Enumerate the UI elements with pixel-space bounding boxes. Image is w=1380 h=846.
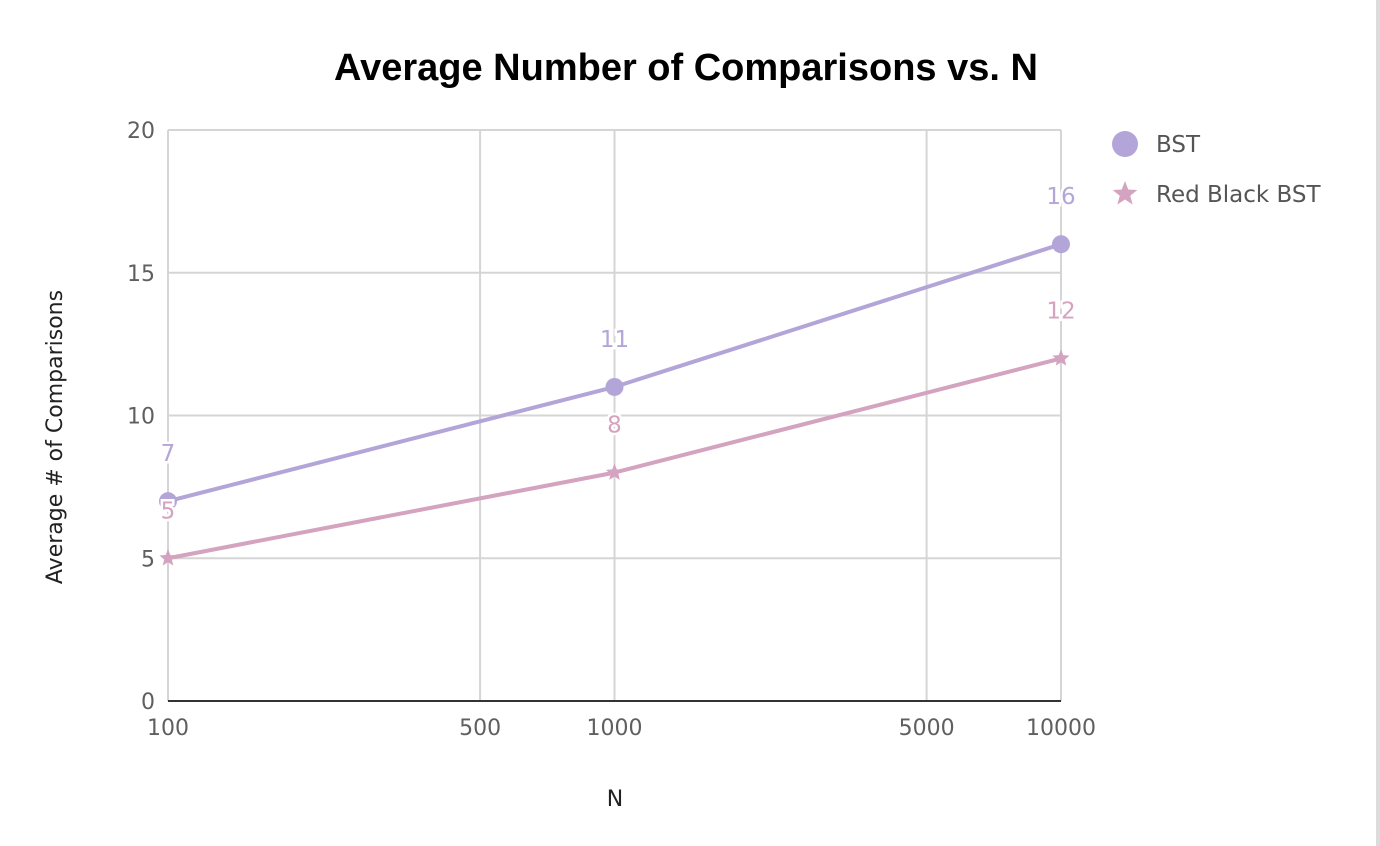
y-tick-label: 15 [127, 262, 155, 287]
bst-point [605, 377, 624, 396]
legend: BST Red Black BST [1112, 131, 1322, 208]
legend-label: Red Black BST [1156, 182, 1322, 208]
legend-circle-icon [1112, 131, 1138, 157]
data-label-layer: 7 11 16 5 8 12 [158, 182, 1078, 527]
legend-label: BST [1156, 132, 1201, 158]
data-label: 11 [600, 327, 629, 353]
bst-point [1052, 235, 1070, 254]
y-axis-title: Average # of Comparisons [43, 290, 68, 584]
bst-point [159, 492, 177, 511]
x-tick-label: 1000 [587, 716, 643, 741]
series-layer [159, 235, 1070, 566]
y-tick-label: 20 [127, 119, 155, 144]
legend-star-icon [1112, 181, 1138, 205]
x-tick-label: 10000 [1026, 716, 1096, 741]
red-black-bst-point [605, 463, 624, 480]
axis-layer: 0 5 10 15 20 100 500 1000 5000 10000 [127, 119, 1096, 741]
data-label: 7 [161, 441, 176, 467]
red-black-bst-point [159, 549, 177, 566]
data-label: 5 [161, 498, 176, 524]
data-label: 12 [1046, 298, 1075, 324]
grid-layer [167, 129, 1062, 701]
x-tick-label: 500 [459, 716, 501, 741]
chart-title: Average Number of Comparisons vs. N [334, 47, 1038, 89]
window-edge [1376, 0, 1380, 846]
y-tick-label: 10 [127, 405, 155, 430]
x-tick-label: 100 [147, 716, 189, 741]
y-tick-label: 0 [141, 690, 155, 715]
red-black-bst-point [1052, 349, 1070, 366]
data-label: 8 [607, 413, 622, 439]
y-tick-label: 5 [141, 547, 155, 572]
data-label: 16 [1046, 184, 1075, 210]
x-axis-title: N [607, 787, 623, 812]
x-tick-label: 5000 [899, 716, 955, 741]
